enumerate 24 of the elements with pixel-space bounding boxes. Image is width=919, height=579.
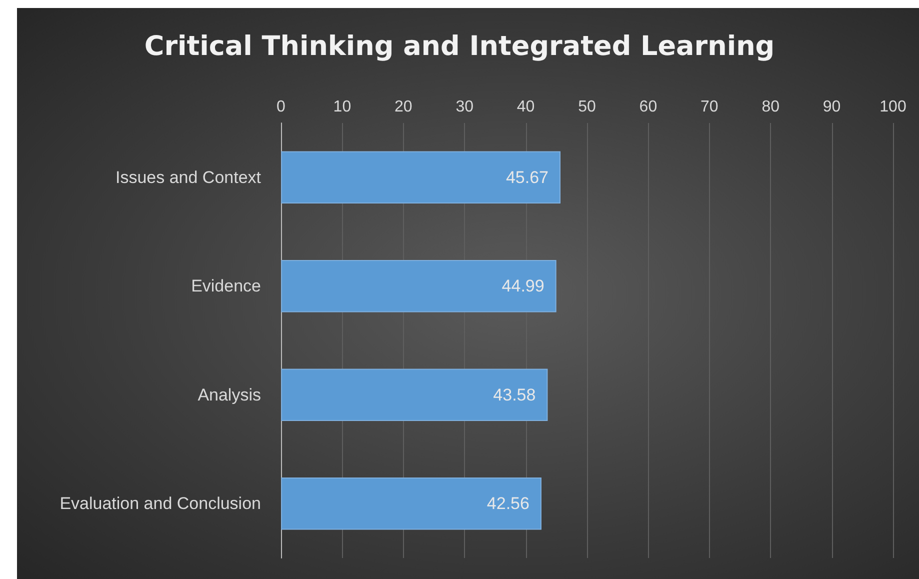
data-label: 43.58: [493, 385, 536, 404]
x-tick-label: 10: [333, 98, 352, 116]
x-tick-label: 80: [762, 98, 780, 116]
x-tick-label: 20: [394, 98, 412, 116]
bar: [281, 260, 556, 312]
x-tick-label: 40: [516, 98, 535, 116]
x-tick-label: 30: [456, 98, 474, 116]
bar: [281, 368, 548, 421]
x-tick-label: 50: [578, 98, 596, 116]
data-label: 44.99: [502, 276, 544, 296]
y-tick-label: Analysis: [198, 385, 261, 404]
chart-title: Critical Thinking and Integrated Learning: [144, 31, 775, 62]
bar: [281, 478, 542, 530]
y-tick-label: Issues and Context: [115, 168, 262, 187]
y-tick-label: Evaluation and Conclusion: [60, 494, 261, 514]
data-label: 45.67: [506, 168, 548, 187]
data-label: 42.56: [486, 494, 530, 514]
bar: [281, 151, 560, 204]
x-tick-label: 90: [822, 98, 841, 116]
y-tick-label: Evidence: [191, 276, 261, 296]
x-tick-label: 0: [276, 98, 286, 116]
x-tick-label: 100: [880, 98, 906, 116]
x-tick-label: 70: [700, 98, 718, 116]
x-tick-label: 60: [639, 98, 658, 116]
